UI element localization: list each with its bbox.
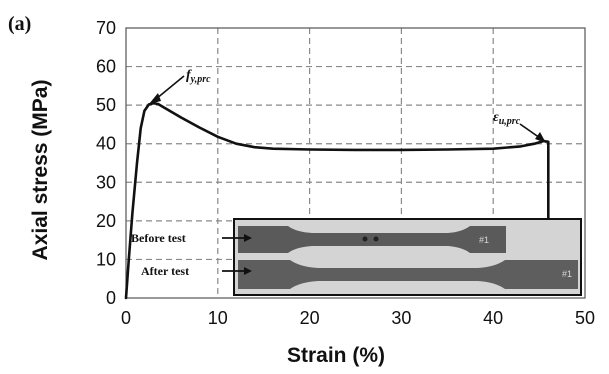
ultimate-arrowhead (535, 132, 546, 143)
yield-subscript: y,prc (190, 74, 211, 85)
panel-label: (a) (8, 13, 31, 35)
x-tick-label: 10 (208, 308, 228, 328)
x-tick-label: 0 (121, 308, 131, 328)
before-test-label: Before test (131, 231, 186, 245)
ultimate-arrow (519, 123, 541, 139)
x-tick-labels: 0 10 20 30 40 50 (121, 308, 595, 328)
y-tick-label: 40 (96, 134, 116, 154)
x-tick-label: 40 (483, 308, 503, 328)
y-tick-label: 70 (96, 18, 116, 38)
x-tick-label: 30 (391, 308, 411, 328)
ultimate-symbol: ε (493, 110, 499, 125)
before-mark (373, 236, 379, 242)
y-axis-title: Axial stress (MPa) (29, 80, 52, 261)
before-test-arrowhead (244, 234, 252, 242)
specimen-inset: #1 #1 Before test After test (131, 218, 582, 296)
y-tick-label: 10 (96, 249, 116, 269)
specimen-before-image (238, 226, 506, 253)
specimen-after-image (238, 260, 578, 289)
y-tick-label: 30 (96, 172, 116, 192)
before-mark (362, 236, 368, 242)
x-tick-label: 20 (300, 308, 320, 328)
yield-annotation: fy,prc (149, 68, 211, 104)
yield-arrowhead (149, 93, 161, 104)
yield-arrow (155, 75, 185, 100)
after-test-arrowhead (244, 267, 252, 275)
ultimate-subscript: u,prc (499, 116, 521, 127)
y-tick-labels: 0 10 20 30 40 50 60 70 (96, 18, 116, 308)
stress-strain-curve (124, 101, 550, 300)
plot-frame (125, 27, 586, 299)
after-test-label: After test (141, 264, 189, 278)
y-tick-label: 0 (106, 288, 116, 308)
y-tick-label: 50 (96, 95, 116, 115)
ultimate-annotation: εu,prc (493, 110, 546, 143)
yield-label: fy,prc (186, 68, 211, 85)
x-axis-title: Strain (%) (287, 344, 385, 367)
yield-symbol: f (186, 68, 192, 83)
x-tick-label: 50 (575, 308, 595, 328)
ultimate-label: εu,prc (493, 110, 521, 127)
y-tick-label: 20 (96, 211, 116, 231)
y-tick-label: 60 (96, 57, 116, 77)
before-specimen-mark: #1 (479, 235, 489, 245)
after-specimen-mark: #1 (562, 269, 572, 279)
